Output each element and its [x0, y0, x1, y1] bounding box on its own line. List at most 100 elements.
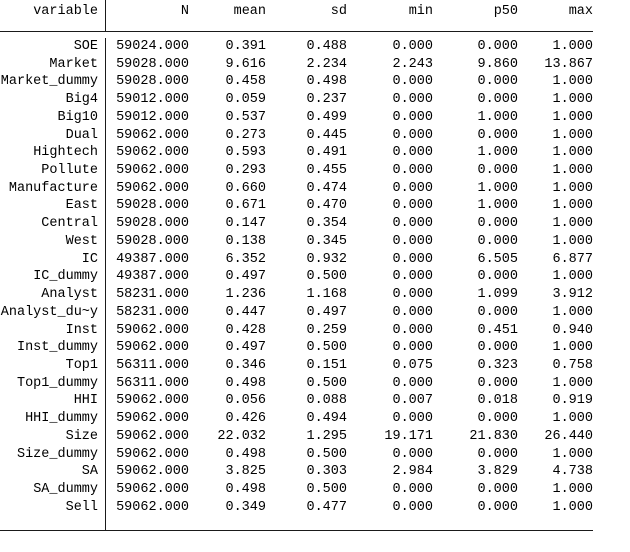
stat-value-cell: 0.151	[306, 357, 347, 373]
stat-value-cell: 0.293	[225, 163, 266, 179]
table-row: SOE 59024.000 0.391 0.488 0.000 0.000 1.000	[0, 38, 593, 56]
variable-name-cell: West	[0, 232, 106, 251]
variable-name-cell: SOE	[0, 38, 106, 56]
stat-value-cell: 0.500	[306, 481, 347, 497]
table-row: SA_dummy 59062.000 0.498 0.500 0.000 0.000 1.0…	[0, 480, 593, 499]
stat-value-cell: 59062.000	[116, 163, 189, 179]
stat-value-cell: 1.000	[552, 127, 593, 143]
stat-value-cell: 1.295	[306, 428, 347, 444]
column-header-p50: p50	[493, 4, 518, 19]
stat-value-cell: 0.075	[392, 357, 433, 373]
stat-value-cell: 0.477	[306, 499, 347, 515]
stat-value-cell: 0.000	[392, 499, 433, 515]
stat-value-cell: 22.032	[217, 428, 266, 444]
stat-value-cell: 6.352	[225, 251, 266, 267]
stat-value-cell: 0.237	[306, 92, 347, 108]
table-row: Inst_dummy 59062.000 0.497 0.500 0.000 0.000 1…	[0, 339, 593, 357]
stat-value-cell: 1.000	[552, 304, 593, 320]
table-row: Big10 59012.000 0.537 0.499 0.000 1.000 1.000	[0, 108, 593, 127]
table-row: HHI_dummy 59062.000 0.426 0.494 0.000 0.000 1.…	[0, 410, 593, 428]
stat-value-cell: 59062.000	[116, 428, 189, 444]
stat-value-cell: 0.259	[306, 322, 347, 338]
stat-value-cell: 0.000	[477, 481, 518, 497]
table-row: IC 49387.000 6.352 0.932 0.000 6.505 6.877	[0, 250, 593, 269]
variable-name-cell: Analyst	[0, 286, 106, 304]
variable-name-cell: Market_dummy	[0, 73, 106, 92]
stat-value-cell: 59062.000	[116, 322, 189, 338]
stat-value-cell: 1.000	[552, 411, 593, 427]
table-row: Market 59028.000 9.616 2.234 2.243 9.860 13.86…	[0, 55, 593, 74]
stat-value-cell: 0.000	[392, 233, 433, 249]
stat-value-cell: 0.000	[392, 92, 433, 108]
table-row: East 59028.000 0.671 0.470 0.000 1.000 1.000	[0, 197, 593, 216]
divider-line-tail	[0, 516, 106, 531]
column-header-sd: sd	[330, 4, 347, 19]
stat-value-cell: 0.919	[552, 393, 593, 409]
table-row: Dual 59062.000 0.273 0.445 0.000 0.000 1.000	[0, 126, 593, 145]
stat-value-cell: 49387.000	[116, 269, 189, 285]
stat-value-cell: 59062.000	[116, 340, 189, 356]
stat-value-cell: 1.000	[552, 109, 593, 125]
table-row: Top1 56311.000 0.346 0.151 0.075 0.323 0.758	[0, 356, 593, 375]
stat-value-cell: 0.000	[392, 198, 433, 214]
stat-value-cell: 0.428	[225, 322, 266, 338]
stat-value-cell: 59062.000	[116, 145, 189, 161]
stat-value-cell: 0.445	[306, 127, 347, 143]
stat-value-cell: 0.498	[225, 375, 266, 391]
variable-name-cell: Top1_dummy	[0, 374, 106, 393]
stat-value-cell: 0.455	[306, 163, 347, 179]
stat-value-cell: 0.447	[225, 304, 266, 320]
stat-value-cell: 1.000	[477, 180, 518, 196]
stat-value-cell: 2.243	[392, 56, 433, 72]
stat-value-cell: 9.860	[477, 56, 518, 72]
stat-value-cell: 1.000	[552, 446, 593, 462]
stat-value-cell: 1.000	[552, 145, 593, 161]
stat-value-cell: 4.738	[552, 464, 593, 480]
stat-value-cell: 59062.000	[116, 446, 189, 462]
stat-value-cell: 0.000	[392, 322, 433, 338]
stat-value-cell: 1.000	[552, 233, 593, 249]
stat-value-cell: 0.000	[477, 269, 518, 285]
stat-value-cell: 0.000	[392, 180, 433, 196]
stat-value-cell: 1.000	[552, 198, 593, 214]
stat-value-cell: 59028.000	[116, 216, 189, 232]
column-header-max: max	[568, 4, 593, 19]
stat-value-cell: 0.000	[477, 304, 518, 320]
stat-value-cell: 0.000	[477, 499, 518, 515]
stat-value-cell: 1.000	[477, 145, 518, 161]
stat-value-cell: 0.500	[306, 269, 347, 285]
stat-value-cell: 49387.000	[116, 251, 189, 267]
table-row: Analyst_du~y 58231.000 0.447 0.497 0.000 0.00…	[0, 303, 593, 322]
stat-value-cell: 0.500	[306, 340, 347, 356]
table-row: Pollute 59062.000 0.293 0.455 0.000 0.000 1.00…	[0, 162, 593, 180]
stat-value-cell: 0.000	[392, 287, 433, 303]
stat-value-cell: 0.000	[477, 233, 518, 249]
stat-value-cell: 0.088	[306, 393, 347, 409]
table-row: Market_dummy 59028.000 0.458 0.498 0.000 0.00…	[0, 73, 593, 92]
stat-value-cell: 26.440	[544, 428, 593, 444]
table-row: SA 59062.000 3.825 0.303 2.984 3.829 4.738	[0, 463, 593, 481]
stat-value-cell: 0.000	[392, 304, 433, 320]
table-row: Central 59028.000 0.147 0.354 0.000 0.000 1.00…	[0, 215, 593, 233]
stat-value-cell: 0.498	[306, 74, 347, 90]
stat-value-cell: 1.000	[552, 180, 593, 196]
variable-name-cell: Inst	[0, 321, 106, 340]
stat-value-cell: 0.007	[392, 393, 433, 409]
stat-value-cell: 0.323	[477, 357, 518, 373]
stat-value-cell: 0.500	[306, 446, 347, 462]
stat-value-cell: 0.273	[225, 127, 266, 143]
stat-value-cell: 0.018	[477, 393, 518, 409]
table-row: Sell 59062.000 0.349 0.477 0.000 0.000 1.000	[0, 498, 593, 517]
stat-value-cell: 1.000	[477, 109, 518, 125]
table-row: Hightech 59062.000 0.593 0.491 0.000 1.000 1.0…	[0, 144, 593, 163]
stat-value-cell: 2.984	[392, 464, 433, 480]
variable-name-cell: Dual	[0, 126, 106, 145]
stat-value-cell: 0.000	[477, 375, 518, 391]
stat-value-cell: 59012.000	[116, 92, 189, 108]
stat-value-cell: 59028.000	[116, 56, 189, 72]
stat-value-cell: 1.000	[552, 481, 593, 497]
stat-value-cell: 0.000	[477, 92, 518, 108]
table-row: Manufacture 59062.000 0.660 0.474 0.000 1.000…	[0, 179, 593, 198]
stat-value-cell: 0.000	[392, 39, 433, 54]
